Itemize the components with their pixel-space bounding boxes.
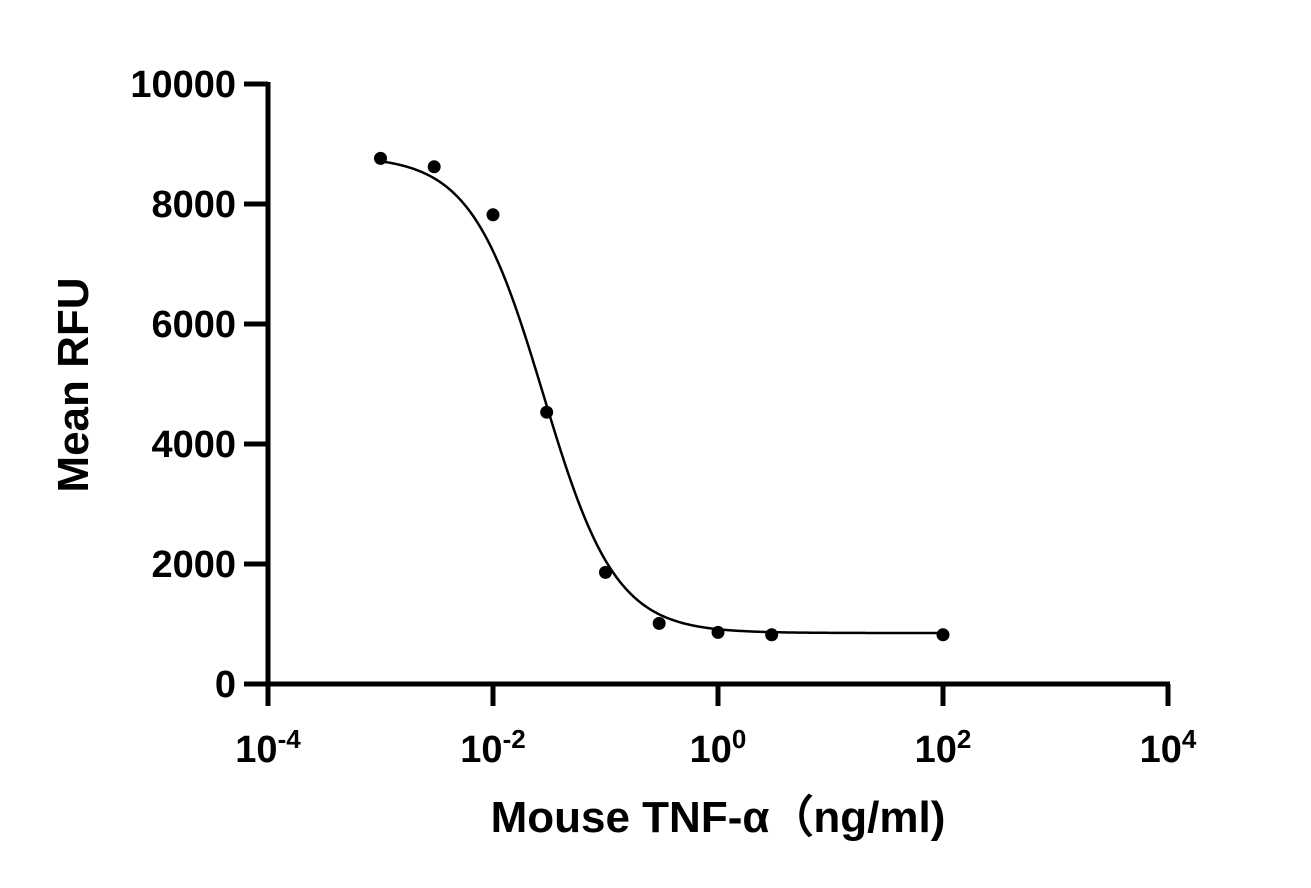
x-tick-label: 10-2 — [460, 724, 525, 771]
fit-curve — [380, 160, 943, 635]
y-tick-label: 0 — [215, 664, 236, 706]
data-point — [936, 628, 950, 642]
data-point — [765, 628, 779, 642]
ticks: 0 2000 4000 6000 8000 10000 10-4 10-2 100 102 104 — [130, 64, 1197, 771]
x-axis-title: Mouse TNF-α（ng/ml) — [491, 793, 946, 842]
data-point — [540, 405, 554, 419]
y-tick-label: 2000 — [151, 544, 236, 586]
axes — [265, 82, 1170, 687]
x-tick-label: 104 — [1140, 724, 1197, 771]
data-point — [486, 208, 500, 222]
x-tick-label: 100 — [690, 724, 747, 771]
x-tick-label: 10-4 — [235, 724, 301, 771]
data-points — [374, 151, 950, 642]
data-point — [599, 565, 612, 579]
data-point — [711, 625, 725, 639]
data-point — [427, 160, 441, 174]
y-axis-title: Mean RFU — [49, 277, 98, 492]
data-point — [374, 151, 387, 165]
y-tick-label: 10000 — [130, 64, 236, 106]
x-tick-label: 102 — [915, 724, 972, 771]
y-tick-label: 8000 — [151, 184, 236, 226]
fit-curve-layer — [380, 160, 943, 635]
y-tick-label: 6000 — [151, 304, 236, 346]
data-point — [652, 616, 666, 630]
y-tick-label: 4000 — [151, 424, 236, 466]
